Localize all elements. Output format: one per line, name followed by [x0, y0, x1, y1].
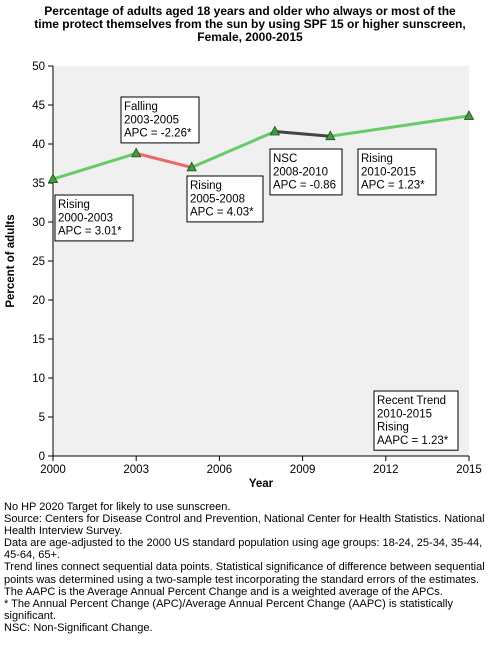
- trend-segment: [328, 114, 471, 138]
- footnote: Trend lines connect sequential data poin…: [4, 561, 485, 586]
- annotation-text: AAPC = 1.23*: [377, 435, 449, 447]
- data-point: [269, 125, 281, 136]
- annotation-text: 2008-2010: [273, 166, 328, 178]
- footnotes: No HP 2020 Target for likely to use suns…: [4, 501, 489, 634]
- x-tick-label: 2012: [373, 464, 399, 476]
- annotation-text: Recent Trend: [377, 395, 446, 407]
- annotation-text: Falling: [124, 101, 158, 113]
- footnote: No HP 2020 Target for likely to use suns…: [4, 501, 231, 513]
- annotation-text: APC = -2.26*: [124, 128, 192, 140]
- y-axis-label: Percent of adults: [5, 214, 17, 307]
- y-tick-label: 15: [32, 334, 45, 346]
- x-tick-label: 2006: [207, 464, 233, 476]
- annotation-text: Rising: [58, 199, 90, 211]
- data-points: [47, 110, 475, 184]
- data-point: [325, 130, 336, 141]
- y-tick-label: 20: [32, 295, 45, 307]
- y-tick-label: 30: [32, 217, 45, 229]
- y-tick-label: 35: [32, 178, 45, 190]
- y-tick-label: 50: [32, 61, 45, 73]
- annotation-frame: [269, 148, 343, 196]
- annotation-text: APC = 1.23*: [361, 180, 425, 192]
- footnote: The AAPC is the Average Annual Percent C…: [4, 585, 443, 598]
- x-tick-label: 2009: [290, 464, 316, 476]
- x-tick-label: 2015: [456, 464, 482, 476]
- chart-title: Percentage of adults aged 18 years and o…: [30, 5, 470, 44]
- annotation-text: APC = 3.01*: [58, 226, 122, 238]
- x-tick-label: 2003: [123, 464, 149, 476]
- annotation-text: Rising: [361, 153, 393, 165]
- y-tick-label: 45: [32, 100, 45, 112]
- line-chart: 0 5 10 15 20 25 30 35 40 45 50 2000 2003 2006 2009 2012…: [5, 61, 482, 490]
- annotation-text: 2010-2015: [361, 166, 416, 178]
- annotation-frame: [373, 390, 459, 451]
- trend-segment: [134, 151, 194, 169]
- trend-segment: [190, 130, 277, 169]
- footnote: Data are age-adjusted to the 2000 US sta…: [4, 537, 483, 562]
- x-tick-label: 2000: [40, 464, 66, 476]
- trend-lines: [51, 114, 471, 181]
- trend-segment: [273, 130, 332, 138]
- x-axis-label: Year: [249, 478, 274, 490]
- data-point: [463, 110, 475, 120]
- data-point: [47, 173, 59, 184]
- annotation-frame: [186, 175, 264, 223]
- chart-title-line: Percentage of adults aged 18 years and o…: [44, 4, 456, 18]
- annotation-text: 2010-2015: [377, 408, 432, 420]
- annotation-text: 2000-2003: [58, 212, 113, 224]
- footnote: * The Annual Percent Change (APC)/Averag…: [4, 597, 454, 622]
- annotation-text: 2005-2008: [190, 193, 245, 205]
- annotation-text: Rising: [190, 180, 222, 192]
- y-tick-label: 25: [32, 256, 45, 268]
- chart-title-line: time protect themselves from the sun by …: [34, 17, 466, 31]
- annotation-text: 2003-2005: [124, 114, 179, 126]
- annotation-text: NSC: [273, 153, 297, 165]
- y-tick-label: 0: [39, 451, 45, 463]
- axes: 0 5 10 15 20 25 30 35 40 45 50 2000 2003 2006 2009 2012…: [32, 61, 482, 476]
- y-tick-label: 10: [32, 373, 45, 385]
- footnote: Source: Centers for Disease Control and …: [4, 513, 485, 538]
- annotation-text: APC = 4.03*: [190, 207, 254, 219]
- chart-title-line: Female, 2000-2015: [197, 30, 303, 44]
- data-point: [131, 147, 142, 158]
- y-tick-label: 40: [32, 139, 45, 151]
- annotation-text: Rising: [377, 422, 409, 434]
- annotation-frame: [357, 148, 437, 196]
- annotation-frame: [54, 194, 134, 242]
- trend-segment: [51, 151, 138, 181]
- y-tick-label: 5: [39, 412, 45, 424]
- footnote: NSC: Non-Significant Change.: [4, 621, 153, 634]
- annotation-frame: [120, 96, 200, 144]
- annotation-text: APC = -0.86: [273, 180, 336, 192]
- data-point: [186, 161, 197, 172]
